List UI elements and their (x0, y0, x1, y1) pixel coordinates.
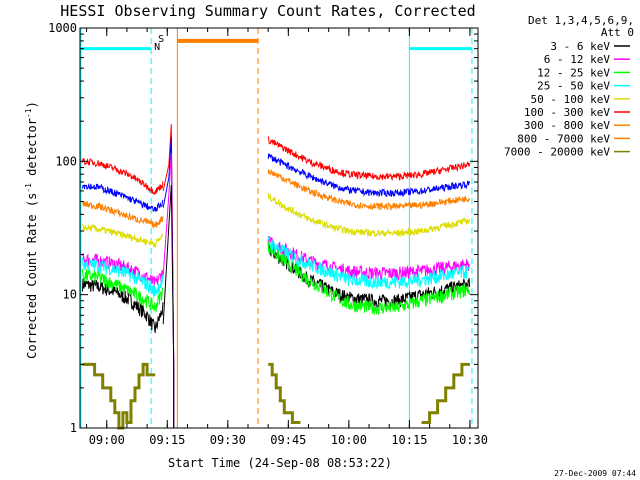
y-label-sup1: -1 (24, 183, 33, 193)
x-tick-label: 10:00 (331, 433, 367, 447)
x-tick-label: 09:00 (89, 433, 125, 447)
legend-header: Det 1,3,4,5,6,9, (528, 14, 634, 27)
chart-title: HESSI Observing Summary Count Rates, Cor… (60, 2, 475, 20)
night-label: N (154, 42, 160, 53)
y-tick-label: 1000 (48, 21, 77, 35)
y-label-post: ) (25, 101, 39, 108)
legend-label: 25 - 50 keV (537, 80, 610, 93)
series-12-25kev-segment2 (267, 240, 471, 316)
series-100-300kev-segment1 (82, 157, 164, 195)
series-7000-20000-kev (421, 362, 470, 424)
flare-spike (162, 184, 175, 428)
legend-label: 50 - 100 keV (531, 93, 611, 106)
x-tick-label: 10:15 (391, 433, 427, 447)
series-25-50kev-segment1 (82, 257, 164, 298)
y-tick-label: 100 (55, 154, 77, 168)
series-300-800kev-segment2 (267, 168, 471, 211)
timestamp: 27-Dec-2009 07:44 (554, 469, 636, 478)
series-800-7000kev-segment1 (82, 182, 164, 213)
legend-label: 800 - 7000 keV (517, 132, 610, 145)
x-axis-label: Start Time (24-Sep-08 08:53:22) (168, 456, 392, 470)
y-axis-label: Corrected Count Rate (s-1 detector-1) (24, 101, 39, 359)
y-label-mid: detector (25, 118, 39, 183)
x-tick-label: 09:45 (270, 433, 306, 447)
saa-label: S (158, 34, 164, 45)
series-50-100kev-segment2 (267, 192, 471, 238)
y-label-sup2: -1 (24, 108, 33, 118)
legend-label: 300 - 800 keV (524, 119, 610, 132)
series-7000-20000-kev (268, 362, 301, 424)
legend-label: 12 - 25 keV (537, 66, 610, 79)
y-label-pre: Corrected Count Rate (s (25, 193, 39, 359)
svg-text:Corrected Count Rate (s-1 dete: Corrected Count Rate (s-1 detector-1) (24, 101, 39, 359)
series-3-6kev-segment1 (82, 278, 164, 333)
plot-frame (79, 27, 479, 429)
series-7000-20000-kev (82, 362, 156, 430)
series-50-100kev-segment1 (82, 223, 164, 250)
y-tick-label: 1 (70, 421, 77, 435)
series-300-800kev-segment1 (82, 200, 164, 229)
series-12-25kev-segment1 (82, 268, 164, 313)
x-tick-label: 10:30 (452, 433, 488, 447)
x-tick-label: 09:30 (210, 433, 246, 447)
series-800-7000kev-segment2 (267, 153, 471, 198)
legend-label: 6 - 12 keV (544, 53, 611, 66)
legend-label: 100 - 300 keV (524, 106, 610, 119)
legend-label: 3 - 6 keV (550, 40, 610, 53)
series-100-300kev-segment2 (267, 135, 471, 182)
y-tick-label: 10 (63, 288, 77, 302)
legend-subheader: Att 0 (601, 26, 634, 39)
legend-label: 7000 - 20000 keV (504, 146, 610, 159)
x-tick-label: 09:15 (149, 433, 185, 447)
plot-area: NS (80, 28, 473, 430)
axes: 1 10 100 1000 09:00 09:15 09:30 09:45 10:00 10:15… (48, 21, 488, 447)
series-25-50kev-segment2 (267, 236, 471, 290)
